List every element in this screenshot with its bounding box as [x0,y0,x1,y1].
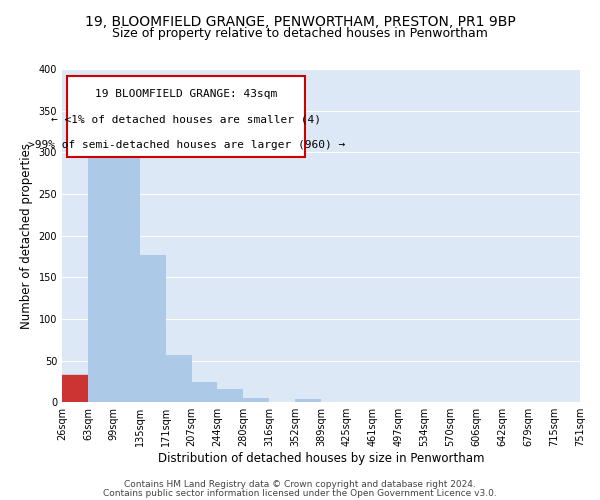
Bar [295,399,321,402]
Bar [217,389,244,402]
Bar [140,255,166,402]
Y-axis label: Number of detached properties: Number of detached properties [20,142,33,328]
Bar [244,398,269,402]
FancyBboxPatch shape [67,76,305,158]
Bar [62,374,88,402]
Bar [191,382,217,402]
Text: Contains public sector information licensed under the Open Government Licence v3: Contains public sector information licen… [103,488,497,498]
Bar [114,125,140,402]
Text: Size of property relative to detached houses in Penwortham: Size of property relative to detached ho… [112,28,488,40]
Text: Contains HM Land Registry data © Crown copyright and database right 2024.: Contains HM Land Registry data © Crown c… [124,480,476,489]
Bar [88,132,114,402]
Text: 19, BLOOMFIELD GRANGE, PENWORTHAM, PRESTON, PR1 9BP: 19, BLOOMFIELD GRANGE, PENWORTHAM, PREST… [85,15,515,29]
Text: 19 BLOOMFIELD GRANGE: 43sqm: 19 BLOOMFIELD GRANGE: 43sqm [95,89,277,99]
Text: ← <1% of detached houses are smaller (4): ← <1% of detached houses are smaller (4) [52,114,322,124]
Text: >99% of semi-detached houses are larger (960) →: >99% of semi-detached houses are larger … [28,140,345,150]
X-axis label: Distribution of detached houses by size in Penwortham: Distribution of detached houses by size … [158,452,484,465]
Bar [166,354,191,402]
